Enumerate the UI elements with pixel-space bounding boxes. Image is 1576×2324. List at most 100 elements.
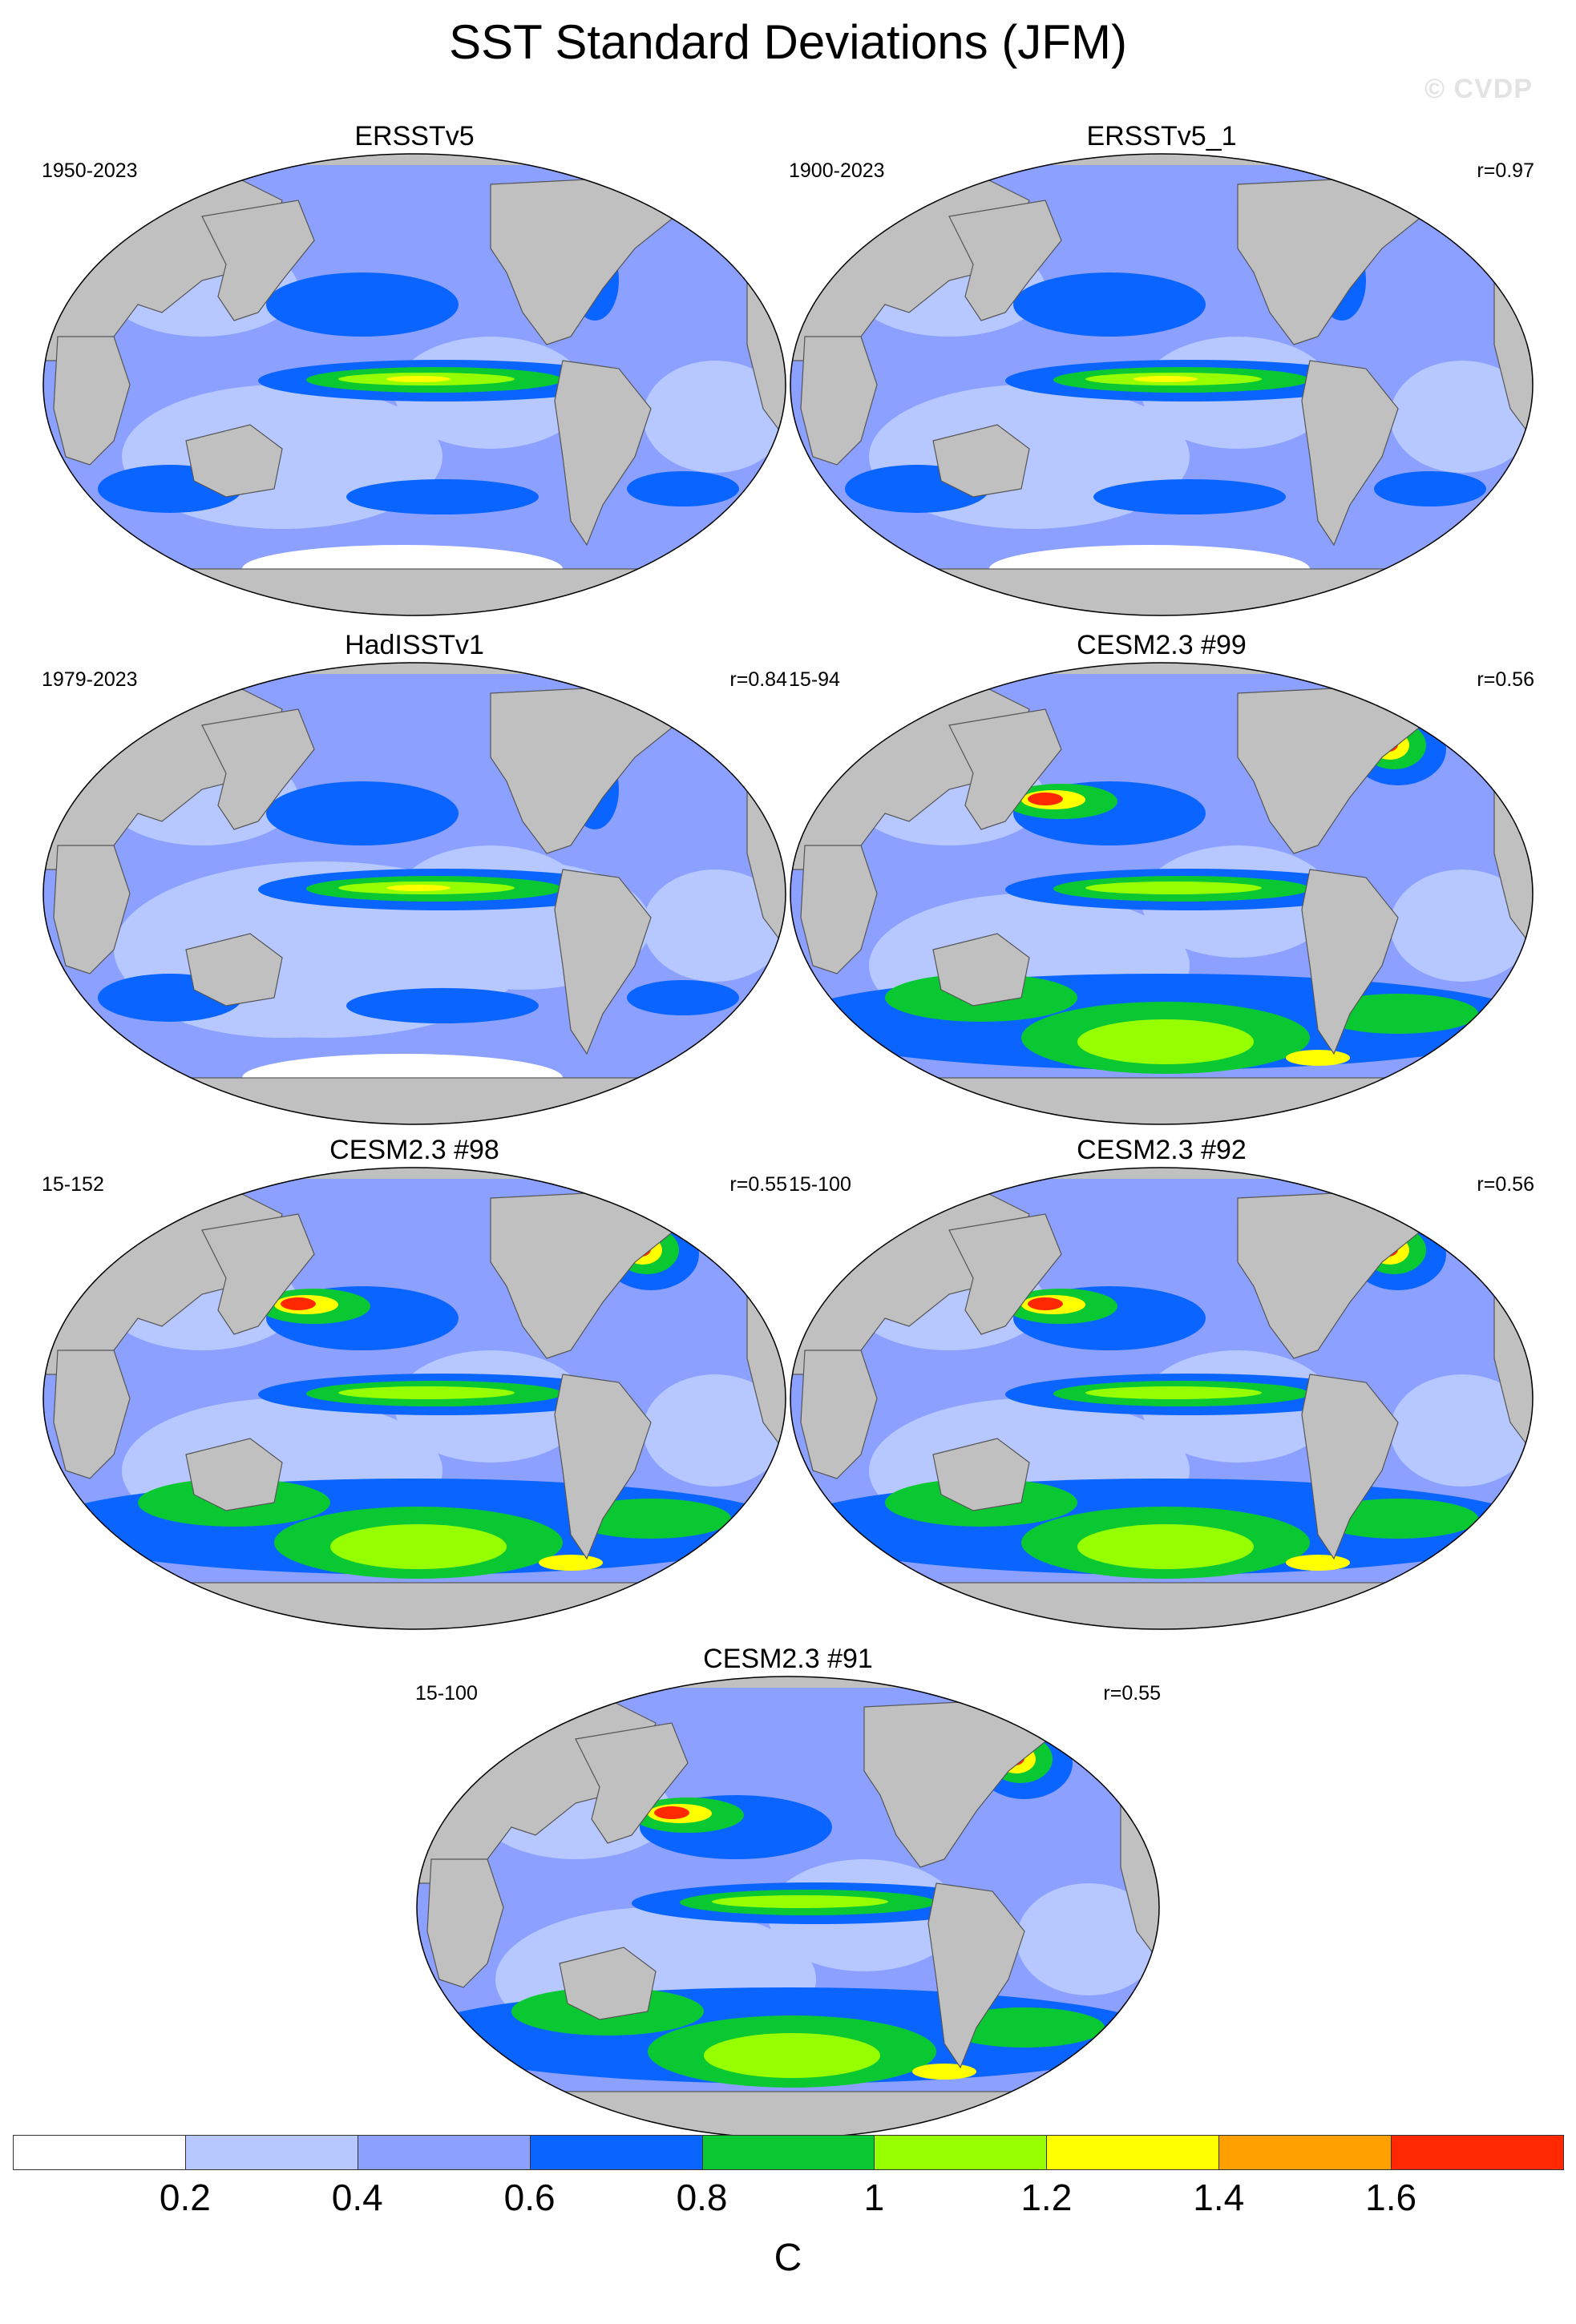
panel-period: 1950-2023 [42,159,138,182]
map-panel: ERSSTv5_1 1900-2023 r=0.97 [789,120,1534,617]
map-panel: HadISSTv1 1979-2023 r=0.84 [42,629,787,1126]
panel-correlation: r=0.55 [1103,1682,1161,1705]
world-map [416,1676,1160,2139]
sst-anomaly-region [1390,1374,1533,1487]
land-south-america [927,1882,1025,2069]
sst-anomaly-region [1085,882,1262,894]
panel-title: CESM2.3 #99 [1077,630,1247,660]
map-border [42,662,786,1125]
colorbar-units: C [774,2237,802,2279]
land-africa [800,336,878,466]
sst-anomaly-region [1318,994,1478,1034]
panel-period: 1900-2023 [789,159,885,182]
colorbar-tick-label: 0.8 [676,2177,728,2218]
ocean-field [790,154,1533,615]
land-east-asia [575,1722,689,1844]
sst-anomaly-region [1374,471,1486,506]
colorbar-swatch [1391,2135,1564,2170]
land-australia [185,933,283,1007]
sst-anomaly-region [346,479,539,514]
ocean-field [790,1168,1533,1629]
page-title: SST Standard Deviations (JFM) [449,15,1127,69]
sst-anomaly-region [944,2007,1105,2048]
land-greenland [1413,1177,1511,1247]
land-east-asia [201,1213,315,1335]
sst-anomaly-region [712,1895,888,1908]
panel-period: 15-100 [789,1173,851,1196]
sst-anomaly-region [1016,1883,1159,1995]
sst-anomaly-region [1077,1524,1254,1569]
ocean-field [417,1676,1159,2138]
panel-correlation: r=0.55 [729,1173,787,1196]
sst-anomaly-region [1318,1499,1478,1539]
sst-anomaly-region [643,361,786,473]
land-australia [932,424,1030,498]
land-greenland [666,163,764,233]
panel-correlation: r=0.56 [1477,1173,1534,1196]
map-panel: CESM2.3 #98 15-152 r=0.55 [42,1134,787,1631]
sst-anomaly-region [654,1806,689,1819]
land-greenland [666,1177,764,1247]
colorbar-swatch [357,2135,531,2170]
sst-anomaly-region [539,1555,603,1571]
land-australia [932,1438,1030,1511]
ocean-field [43,1168,786,1629]
panel-title: CESM2.3 #98 [329,1135,499,1165]
sst-anomaly-region [1134,376,1198,382]
ocean-field [43,154,786,615]
world-map [790,153,1534,616]
sst-anomaly-region [330,1524,507,1569]
world-map [42,1167,786,1630]
sst-anomaly-region [338,1386,515,1399]
map-panel: ERSSTv5 1950-2023 [42,120,787,617]
panel-correlation: r=0.84 [729,668,787,691]
world-map [790,662,1534,1125]
sst-anomaly-region [386,885,451,891]
panel-title: HadISSTv1 [345,630,484,660]
watermark: © CVDP [1424,74,1533,104]
land-australia [932,933,1030,1007]
land-south-america [554,360,652,547]
land-antarctica [43,1582,786,1629]
sst-anomaly-region [627,471,739,506]
sst-anomaly-region [1390,361,1533,473]
colorbar-tick-label: 1.6 [1365,2177,1417,2218]
colorbar-tick-label: 0.6 [503,2177,556,2218]
world-map [42,662,786,1125]
land-africa [53,1350,131,1479]
sst-anomaly-region [1077,1019,1254,1064]
map-border [790,153,1534,616]
map-border [790,1167,1534,1630]
sst-anomaly-region [1390,869,1533,982]
panel-title: CESM2.3 #91 [703,1644,873,1674]
panel-correlation: r=0.56 [1477,668,1534,691]
colorbar-swatch [701,2135,875,2170]
land-africa [426,1858,504,1988]
colorbar-swatch [1218,2135,1392,2170]
land-antarctica [790,568,1533,615]
land-east-asia [948,200,1062,321]
ocean-field [790,663,1533,1124]
map-panel: CESM2.3 #92 15-100 r=0.56 [789,1134,1534,1631]
land-antarctica [43,568,786,615]
sst-anomaly-region [571,1499,731,1539]
land-africa [53,336,131,466]
sst-anomaly-region [1013,272,1206,337]
map-panel: CESM2.3 #99 15-94 r=0.56 [789,629,1534,1126]
land-south-america [554,1374,652,1560]
colorbar-swatch [1046,2135,1220,2170]
land-greenland [666,672,764,742]
land-australia [185,1438,283,1511]
sst-anomaly-region [386,376,451,382]
land-east-asia [201,708,315,830]
colorbar-tick-label: 0.4 [331,2177,383,2218]
colorbar-swatch [874,2135,1048,2170]
land-south-america [1301,869,1399,1055]
land-antarctica [790,1077,1533,1124]
land-greenland [1413,672,1511,742]
land-africa [800,845,878,974]
map-border [42,1167,786,1630]
land-east-asia [201,200,315,321]
colorbar-tick-label: 1.4 [1193,2177,1245,2218]
colorbar-swatch [529,2135,703,2170]
